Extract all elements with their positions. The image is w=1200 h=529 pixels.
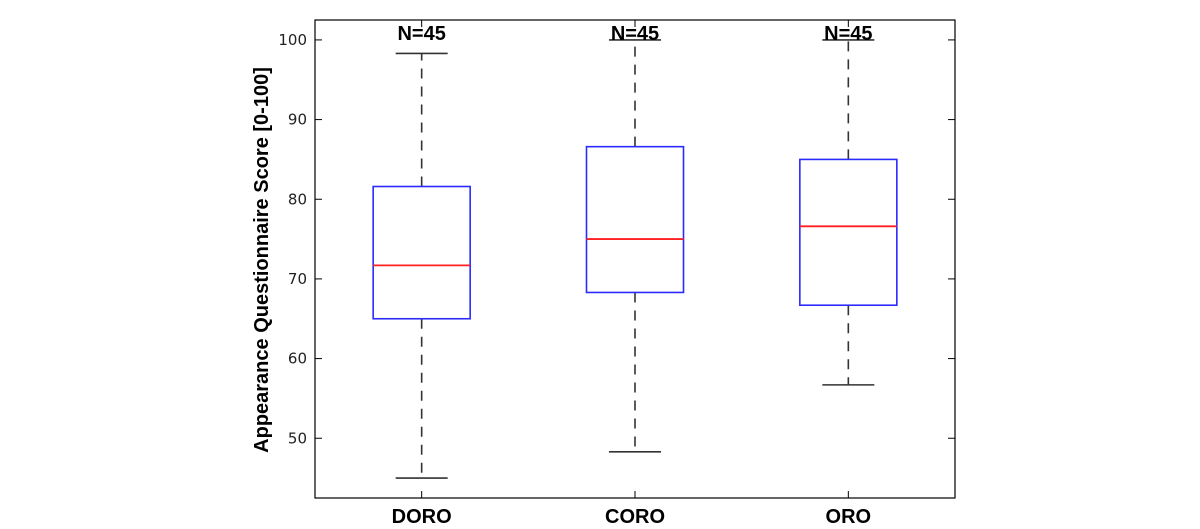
y-tick-label-50: 50 (288, 429, 307, 447)
y-tick-label-60: 60 (288, 350, 307, 368)
x-category-label-doro: DORO (392, 506, 452, 528)
y-tick-label-90: 90 (288, 111, 307, 129)
n-label-oro: N=45 (824, 23, 872, 45)
plot-layer: 50 60 70 80 90 100 N=45 DORO N=45 CORO N=45 ORO (278, 19, 956, 528)
y-tick-label-100: 100 (278, 31, 307, 49)
y-tick-label-70: 70 (288, 270, 307, 288)
n-label-doro: N=45 (397, 23, 445, 45)
n-label-coro: N=45 (611, 23, 659, 45)
y-tick-label-80: 80 (288, 190, 307, 208)
box-doro (372, 185, 471, 320)
box-oro (799, 158, 898, 307)
box-coro (585, 145, 685, 294)
x-category-label-oro: ORO (826, 506, 872, 528)
x-category-label-coro: CORO (605, 506, 665, 528)
y-axis-label: Appearance Questionnaire Score [0-100] (251, 67, 273, 453)
